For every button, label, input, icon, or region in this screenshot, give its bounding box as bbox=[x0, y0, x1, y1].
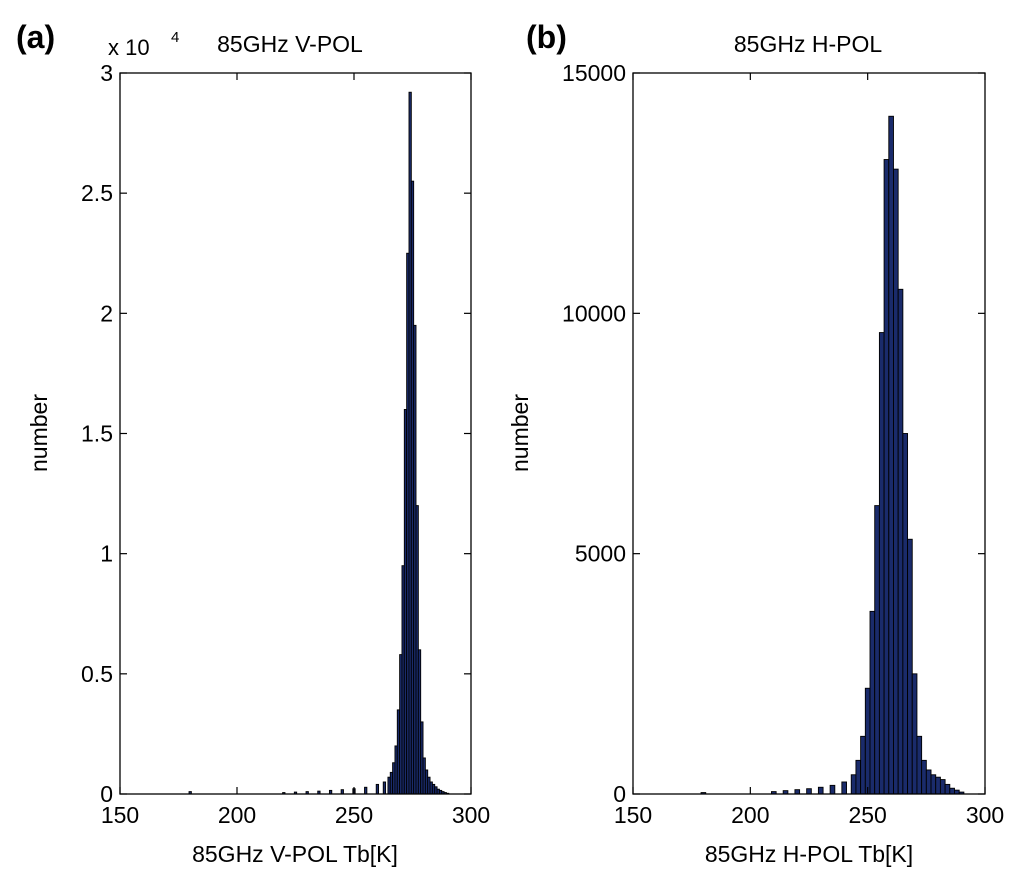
panel-b-y-tick-label-0: 0 bbox=[613, 781, 626, 807]
panel-b-x-tick-label-2: 250 bbox=[848, 802, 886, 828]
panel-b-bar-5 bbox=[817, 786, 824, 795]
panel-b-bar-7 bbox=[841, 781, 847, 795]
panel-b-plot-frame bbox=[632, 72, 986, 795]
panel-a: (a) x 10 4 85GHz V-POL 150 200 250 300 0 0.5… bbox=[16, 19, 490, 867]
panel-b-bar-6 bbox=[829, 784, 836, 795]
panel-a-y-tick-label-1: 0.5 bbox=[81, 661, 113, 687]
panel-b-bar-29 bbox=[949, 787, 955, 795]
panel-a-x-axis-label: 85GHz V-POL Tb[K] bbox=[192, 841, 398, 867]
panel-b: (b) 85GHz H-POL 150 200 250 300 05000100001… bbox=[507, 19, 1004, 867]
panel-b-bar-9 bbox=[855, 759, 862, 795]
panel-b-bar-15 bbox=[883, 159, 890, 795]
panel-b-y-tick-label-1: 5000 bbox=[575, 541, 626, 567]
panel-b-bar-4 bbox=[806, 788, 812, 795]
panel-b-bar-23 bbox=[921, 759, 927, 795]
panel-b-y-ticks: 0 5000 10000 15000 bbox=[562, 60, 985, 807]
panel-a-y-multiplier-base: x 10 bbox=[108, 35, 150, 60]
panel-b-bar-8 bbox=[850, 774, 857, 795]
panel-b-x-tick-label-1: 200 bbox=[731, 802, 769, 828]
panel-b-bar-13 bbox=[874, 505, 880, 795]
panel-b-x-axis-label: 85GHz H-POL Tb[K] bbox=[705, 841, 913, 867]
panel-b-bar-21 bbox=[911, 673, 918, 795]
panel-b-y-axis-label: number bbox=[507, 394, 533, 472]
panel-b-y-tick-label-3: 15000 bbox=[562, 60, 626, 86]
panel-a-y-tick-label-2: 1 bbox=[100, 541, 113, 567]
panel-b-bar-20 bbox=[907, 538, 913, 795]
panel-a-title: 85GHz V-POL bbox=[217, 31, 363, 57]
panel-b-bar-14 bbox=[878, 332, 885, 795]
panel-b-title: 85GHz H-POL bbox=[734, 31, 882, 57]
panel-a-x-tick-label-3: 300 bbox=[452, 802, 490, 828]
panel-a-x-ticks: 150 200 250 300 bbox=[101, 73, 490, 828]
panel-b-x-tick-label-0: 150 bbox=[614, 802, 652, 828]
panel-a-bar-10 bbox=[382, 781, 387, 795]
panel-b-bar-12 bbox=[869, 610, 876, 795]
panel-a-y-tick-label-3: 1.5 bbox=[81, 421, 113, 447]
panel-a-x-tick-label-2: 250 bbox=[335, 802, 373, 828]
panel-b-bar-24 bbox=[925, 769, 932, 795]
panel-b-bar-18 bbox=[897, 288, 904, 795]
panel-a-x-tick-label-1: 200 bbox=[218, 802, 256, 828]
panel-b-x-ticks: 150 200 250 300 bbox=[614, 73, 1004, 828]
panel-b-bar-10 bbox=[860, 735, 866, 795]
panel-b-bar-22 bbox=[916, 735, 923, 795]
panel-a-y-multiplier-exponent: 4 bbox=[171, 29, 179, 46]
panel-b-bar-16 bbox=[888, 115, 894, 795]
panel-a-y-tick-label-6: 3 bbox=[100, 60, 113, 86]
panel-a-x-tick-label-0: 150 bbox=[101, 802, 139, 828]
panel-a-bar-8 bbox=[364, 786, 368, 795]
panel-a-y-tick-label-0: 0 bbox=[100, 781, 113, 807]
panel-b-bar-25 bbox=[930, 774, 937, 795]
panel-b-label: (b) bbox=[526, 19, 567, 55]
panel-b-bars bbox=[700, 115, 965, 795]
panel-b-bar-17 bbox=[893, 168, 899, 795]
panel-a-y-tick-label-5: 2.5 bbox=[81, 180, 113, 206]
panel-a-bars bbox=[188, 91, 450, 795]
panel-a-label: (a) bbox=[16, 19, 55, 55]
panel-b-bar-26 bbox=[935, 776, 941, 795]
panel-b-bar-19 bbox=[902, 433, 909, 795]
panel-b-y-tick-label-2: 10000 bbox=[562, 300, 626, 326]
panel-a-y-axis-label: number bbox=[26, 394, 52, 472]
panel-a-y-ticks: 0 0.5 1 1.5 2 2.5 3 bbox=[81, 60, 471, 807]
panel-a-y-tick-label-4: 2 bbox=[100, 300, 113, 326]
panel-a-bar-9 bbox=[375, 783, 380, 795]
panel-b-bar-28 bbox=[944, 783, 951, 795]
panel-b-bar-27 bbox=[939, 779, 946, 795]
panel-b-bar-11 bbox=[864, 687, 871, 795]
panel-b-x-tick-label-3: 300 bbox=[966, 802, 1004, 828]
